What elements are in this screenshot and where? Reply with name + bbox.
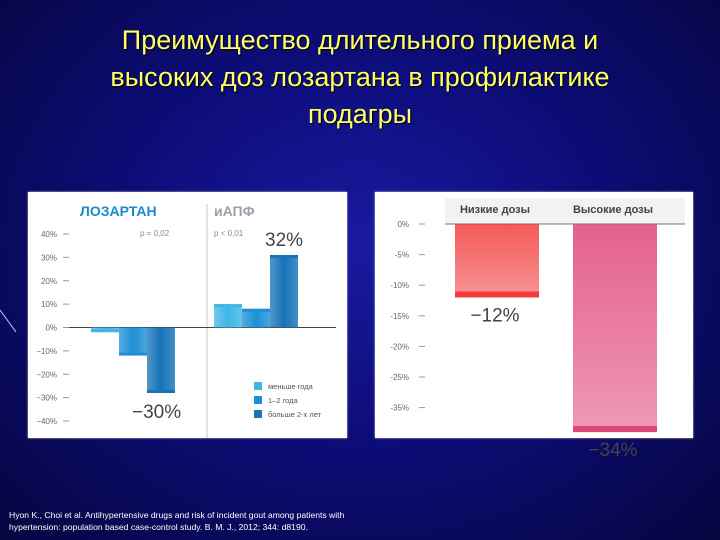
y-tick-label: -25% [390, 373, 409, 382]
legend-label: 1–2 года [268, 396, 299, 405]
dose-bar-cap [455, 291, 539, 298]
citation-line: hypertension: population based case-cont… [9, 522, 308, 532]
y-tick-label: -20% [390, 342, 409, 351]
y-tick-label: -15% [390, 312, 409, 321]
group-label: иАПФ [214, 203, 255, 219]
citation: Hyon K., Choi et al. Antihypertensive dr… [9, 509, 429, 533]
header-band [445, 198, 685, 224]
y-tick-label: 20% [41, 277, 57, 286]
y-tick-label: -10% [390, 281, 409, 290]
y-tick-label: −10% [36, 347, 57, 356]
dose-bar [573, 224, 657, 433]
iapf-summary-label: 32% [265, 230, 303, 251]
slide-title: Преимущество длительного приема и высоки… [40, 22, 680, 133]
y-tick-label: 0% [397, 220, 409, 229]
bar-cap [119, 352, 147, 356]
dose-bar [455, 224, 539, 298]
bar-cap [147, 389, 175, 393]
category-label: Высокие дозы [573, 204, 653, 216]
dose-chart-panel: 0% -5% -10% -15% -20% -25% -35% Низкие дозы −12%… [375, 192, 693, 461]
p-value: p < 0,01 [214, 229, 244, 238]
p-value: p = 0,02 [140, 229, 170, 238]
dose-chart: 0% -5% -10% -15% -20% -25% -35% Низкие дозы −12%… [390, 198, 685, 461]
dose-value-label: −12% [470, 305, 519, 326]
bar-cap [214, 304, 242, 308]
y-tick-label: 40% [41, 230, 57, 239]
duration-chart-panel: 40% 30% 20% 10% 0% −10% −20% −30% −40% ЛОЗАРТАН p … [28, 192, 347, 438]
legend-swatch [254, 396, 262, 404]
y-tick-label: 0% [45, 324, 57, 333]
dose-value-label: −34% [588, 440, 637, 461]
losartan-summary-label: −30% [132, 402, 181, 423]
duration-chart: 40% 30% 20% 10% 0% −10% −20% −30% −40% ЛОЗАРТАН p … [36, 203, 336, 438]
y-tick-label: -35% [390, 404, 409, 413]
slide-title-line: высоких доз лозартана в профилактике [110, 62, 610, 92]
y-tick-label: 30% [41, 253, 57, 262]
bar-cap [91, 329, 119, 333]
legend-label: меньше года [268, 382, 314, 391]
y-tick-label: 10% [41, 300, 57, 309]
legend-label: больше 2-х лет [268, 410, 322, 419]
bar [242, 308, 270, 328]
bar [147, 327, 175, 393]
y-tick-label: -5% [395, 251, 409, 260]
citation-line: Hyon K., Choi et al. Antihypertensive dr… [9, 510, 345, 520]
group-label: ЛОЗАРТАН [80, 203, 157, 219]
bar-cap [242, 308, 270, 312]
legend-swatch [254, 382, 262, 390]
bar [119, 327, 147, 356]
category-label: Низкие дозы [460, 204, 530, 216]
slide-title-line: подагры [307, 99, 413, 129]
legend-swatch [254, 410, 262, 418]
y-tick-label: −30% [36, 394, 57, 403]
bar [270, 255, 298, 328]
decorative-line [0, 309, 17, 333]
y-tick-label: −20% [36, 370, 57, 379]
y-tick-label: −40% [36, 417, 57, 426]
bar [214, 304, 242, 328]
slide-title-line: Преимущество длительного приема и [121, 25, 599, 55]
bar-cap [270, 255, 298, 259]
dose-bar-cap [573, 426, 657, 433]
